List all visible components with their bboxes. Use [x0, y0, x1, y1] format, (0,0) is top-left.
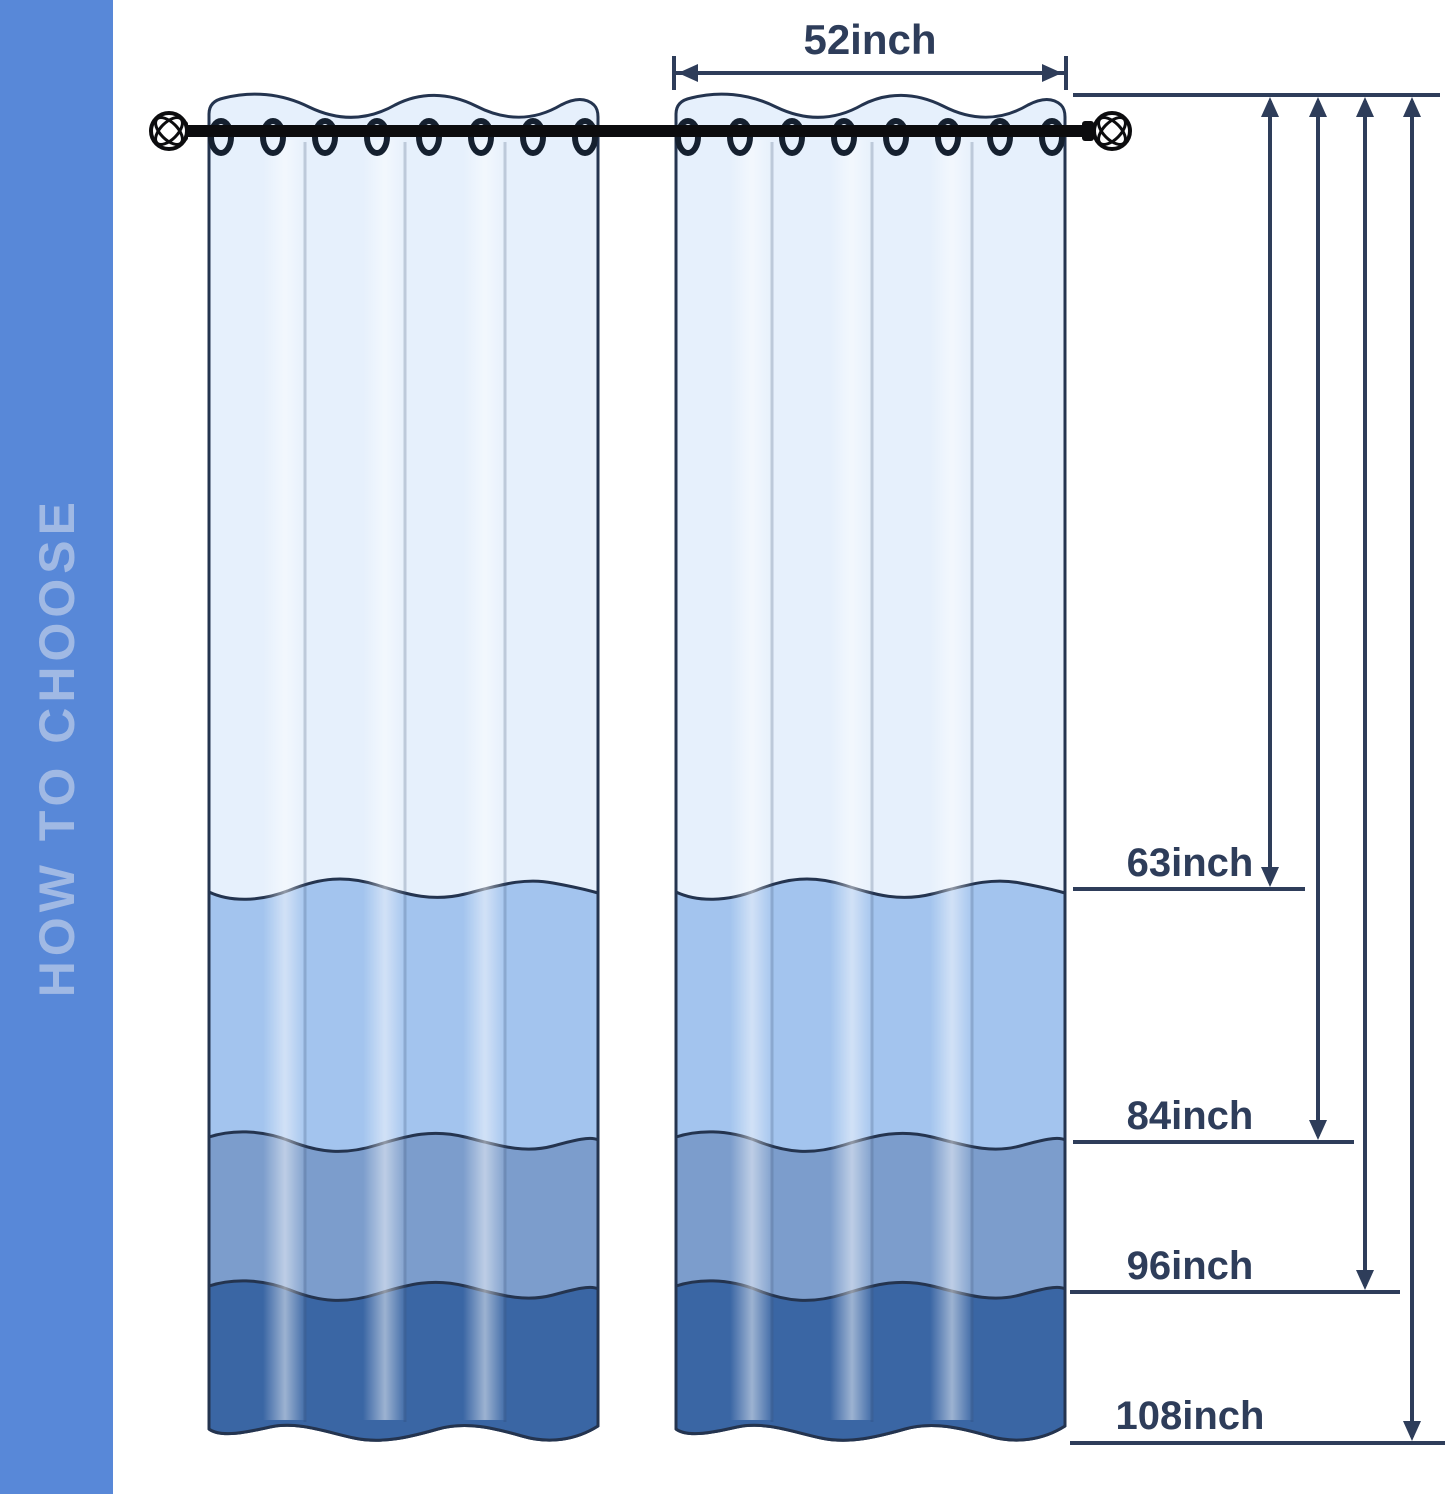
- length-label-63: 63inch: [1126, 841, 1254, 885]
- curtain-rod: [182, 125, 1088, 137]
- arrow-stem: [1316, 101, 1320, 1136]
- length-line-63: [1073, 887, 1305, 891]
- arrowhead-down-icon: [1403, 1421, 1421, 1441]
- finial-icon-left: [149, 111, 189, 151]
- grommets: [208, 118, 598, 156]
- curtain-panel-left: [207, 92, 600, 1442]
- width-tick-right: [1064, 56, 1068, 90]
- grommets: [675, 118, 1065, 156]
- arrowhead-right-icon: [1042, 64, 1062, 82]
- width-tick-left: [672, 56, 676, 90]
- length-label-108: 108inch: [1115, 1394, 1265, 1438]
- length-arrow-96: [1356, 97, 1374, 1290]
- fold-highlights: [730, 140, 974, 1420]
- how-to-choose-banner: HOW TO CHOOSE: [0, 0, 113, 1494]
- arrowhead-down-icon: [1309, 1120, 1327, 1140]
- width-dimension-label: 52inch: [803, 16, 937, 63]
- length-line-84: [1073, 1140, 1354, 1144]
- length-label-96: 96inch: [1126, 1244, 1254, 1288]
- arrowhead-down-icon: [1356, 1270, 1374, 1290]
- length-label-84: 84inch: [1126, 1094, 1254, 1138]
- length-arrow-63: [1261, 97, 1279, 887]
- top-reference-line: [1073, 93, 1440, 97]
- finial-icon-right: [1092, 111, 1132, 151]
- curtain-panel-right: [674, 92, 1067, 1442]
- length-arrow-84: [1309, 97, 1327, 1140]
- arrowhead-left-icon: [678, 64, 698, 82]
- length-arrow-108: [1403, 97, 1421, 1441]
- fold-lines: [770, 142, 974, 1422]
- fold-highlights: [263, 140, 507, 1420]
- fold-lines: [303, 142, 507, 1422]
- arrow-stem: [1363, 101, 1367, 1286]
- arrow-stem: [1410, 101, 1414, 1437]
- rod-collar-right: [1082, 121, 1094, 141]
- how-to-choose-label: HOW TO CHOOSE: [28, 496, 85, 998]
- width-dimension-arrow: [672, 56, 1068, 92]
- width-arrow-line: [675, 71, 1065, 75]
- arrow-stem: [1268, 101, 1272, 883]
- length-line-96: [1070, 1290, 1400, 1294]
- arrowhead-down-icon: [1261, 867, 1279, 887]
- length-line-108: [1070, 1441, 1445, 1445]
